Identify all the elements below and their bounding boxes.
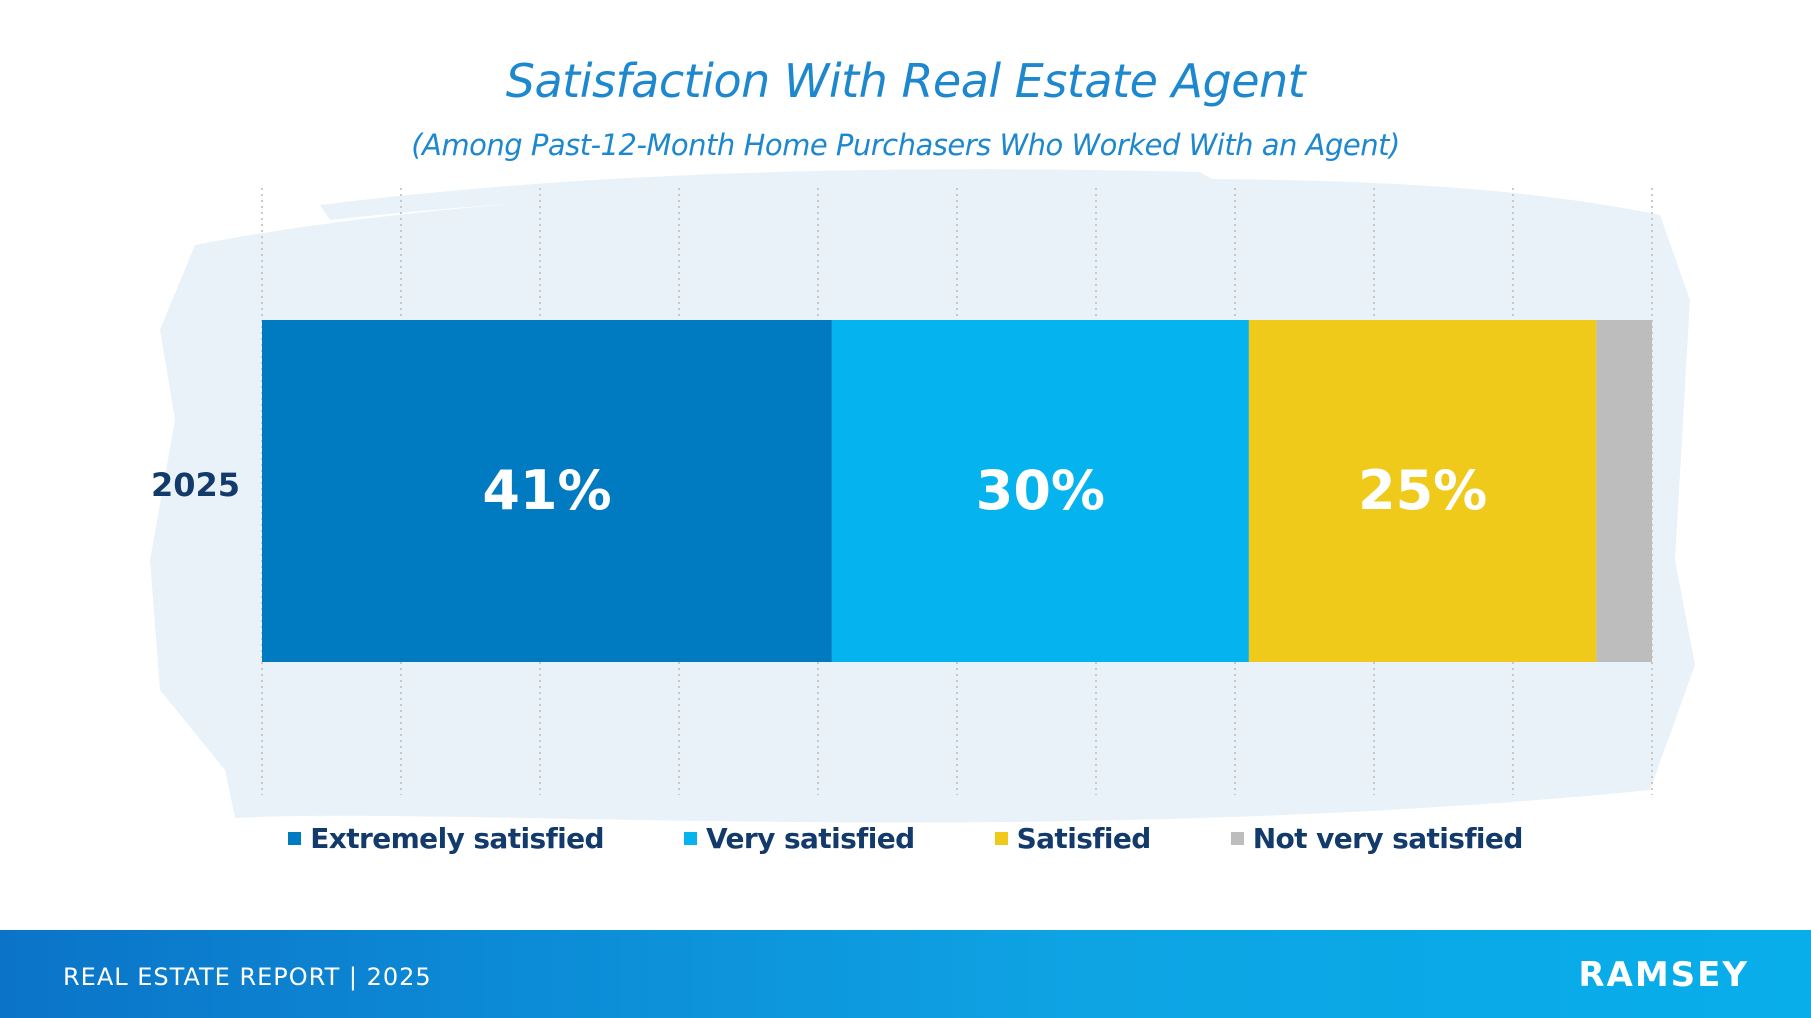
brand-logo: RAMSEY — [1578, 955, 1749, 995]
bar-segment-extremely-satisfied — [262, 320, 832, 662]
legend-label: Satisfied — [1016, 822, 1152, 855]
bar-segment-satisfied — [1248, 320, 1597, 662]
legend-swatch — [994, 832, 1008, 845]
data-label: 30% — [976, 459, 1105, 522]
bar-labels: 41% 30% 25% — [482, 459, 1487, 522]
legend-item-satisfied: Satisfied — [994, 822, 1152, 855]
bars — [262, 320, 1652, 662]
bar-segment-very-satisfied — [831, 320, 1249, 662]
legend-swatch — [1230, 832, 1244, 845]
legend-label: Not very satisfied — [1252, 822, 1524, 855]
chart-title: Satisfaction With Real Estate Agent — [505, 54, 1306, 108]
legend-label: Extremely satisfied — [310, 822, 604, 855]
bar-segment-not-very-satisfied — [1596, 320, 1652, 662]
footer-report-label: REAL ESTATE REPORT | 2025 — [63, 963, 432, 991]
legend-item-extremely-satisfied: Extremely satisfied — [288, 822, 605, 855]
data-label: 41% — [482, 459, 611, 522]
footer-band — [0, 930, 1811, 1018]
legend-swatch — [288, 832, 302, 845]
legend: Extremely satisfied Very satisfied Satis… — [0, 822, 1811, 855]
legend-item-not-very-satisfied: Not very satisfied — [1230, 822, 1524, 855]
chart-subtitle: (Among Past-12-Month Home Purchasers Who… — [411, 128, 1400, 162]
legend-item-very-satisfied: Very satisfied — [684, 822, 915, 855]
data-label: 25% — [1358, 459, 1487, 522]
category-label-2025: 2025 — [151, 466, 240, 504]
legend-label: Very satisfied — [706, 822, 915, 855]
legend-swatch — [684, 832, 697, 845]
gridlines — [261, 188, 1653, 795]
